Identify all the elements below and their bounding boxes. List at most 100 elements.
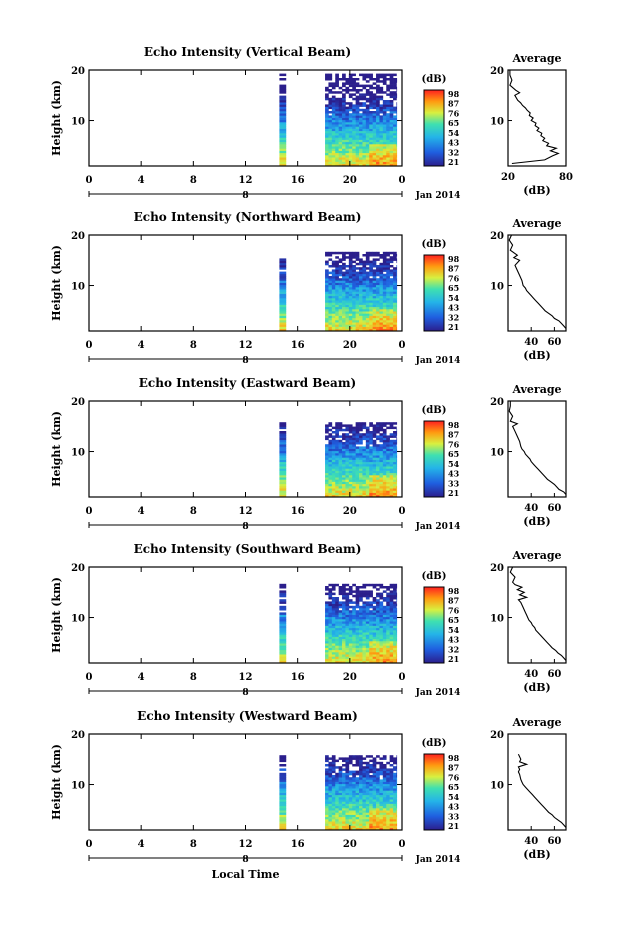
heatmap-cell [279, 614, 287, 618]
heatmap-cell [331, 439, 336, 443]
heatmap-cell [379, 459, 384, 463]
heatmap-cell [279, 827, 287, 831]
heatmap-cell [359, 271, 363, 275]
heatmap-cell [396, 757, 398, 760]
heatmap-cell [396, 271, 398, 275]
heatmap-cell [328, 656, 333, 659]
heatmap-cell [382, 75, 387, 79]
heatmap-cell [386, 439, 390, 443]
heatmap-cell [376, 324, 380, 327]
heatmap-cell [382, 78, 387, 81]
heatmap-cell [362, 289, 367, 292]
heatmap-cell [393, 658, 397, 662]
heatmap-cell [325, 453, 329, 456]
heatmap-cell [359, 660, 363, 664]
heatmap-cell [365, 157, 370, 160]
heatmap-cell [382, 827, 387, 831]
heatmap-cell [382, 468, 387, 471]
heatmap-cell [396, 466, 398, 469]
heatmap-cell [393, 597, 397, 600]
heatmap-cell [362, 779, 367, 782]
heatmap-cell [279, 271, 287, 275]
heatmap-cell [372, 122, 377, 125]
heatmap-cell [393, 461, 397, 465]
heatmap-cell [352, 161, 356, 165]
heatmap-cell [345, 772, 350, 776]
heatmap-cell [362, 326, 367, 330]
heatmap-cell [362, 777, 367, 780]
heatmap-cell [352, 113, 356, 116]
heatmap-cell [359, 779, 363, 782]
heatmap-cell [396, 317, 398, 321]
heatmap-cell [369, 73, 373, 77]
heatmap-cell [359, 630, 363, 633]
heatmap-cell [342, 122, 346, 125]
heatmap-cell [382, 479, 387, 482]
heatmap-cell [342, 326, 346, 330]
heatmap-cell [328, 772, 333, 776]
heatmap-cell [372, 781, 377, 785]
heatmap-cell [352, 433, 356, 436]
heatmap-cell [372, 788, 377, 791]
y-tick-label: 20 [71, 563, 85, 574]
heatmap-cell [342, 328, 346, 332]
heatmap-cell [342, 627, 346, 631]
heatmap-cell [396, 808, 398, 811]
heatmap-cell [382, 470, 387, 474]
heatmap-cell [325, 475, 329, 478]
heatmap-cell [279, 148, 287, 151]
heatmap-cell [369, 446, 373, 449]
heatmap-cell [345, 273, 350, 277]
heatmap-cell [386, 161, 390, 165]
heatmap-cell [345, 251, 350, 255]
heatmap-cell [376, 816, 380, 820]
heatmap-cell [338, 291, 343, 294]
heatmap-cell [338, 163, 343, 167]
heatmap-cell [325, 805, 329, 809]
heatmap-cell [279, 258, 287, 261]
heatmap-cell [355, 306, 360, 310]
heatmap-cell [393, 295, 397, 299]
heatmap-cell [325, 755, 329, 758]
heatmap-cell [342, 608, 346, 611]
y-axis-label: Height (km) [50, 577, 63, 653]
heatmap-cell [393, 481, 397, 485]
heatmap-cell [396, 155, 398, 158]
heatmap-cell [328, 805, 333, 809]
heatmap-cell [342, 459, 346, 463]
heatmap-cell [352, 594, 356, 598]
heatmap-cell [279, 144, 287, 147]
heatmap-cell [328, 251, 333, 255]
heatmap-cell [362, 468, 367, 471]
heatmap-cell [355, 262, 360, 266]
heatmap-cell [396, 146, 398, 149]
heatmap-cell [342, 652, 346, 655]
heatmap-cell [372, 324, 377, 327]
heatmap-cell [279, 457, 287, 460]
heatmap-cell [345, 790, 350, 793]
heatmap-cell [393, 73, 397, 77]
heatmap-cell [365, 823, 370, 826]
heatmap-cell [362, 823, 367, 826]
heatmap-cell [362, 157, 367, 160]
profile-x-tick-label: 20 [501, 172, 515, 183]
heatmap-cell [325, 269, 329, 272]
heatmap-cell [325, 152, 329, 156]
heatmap-cell [345, 453, 350, 456]
heatmap-cell [365, 133, 370, 136]
heatmap-cell [369, 453, 373, 456]
heatmap-cell [386, 656, 390, 659]
heatmap-cell [396, 324, 398, 327]
heatmap-cell [389, 827, 394, 831]
heatmap-cell [369, 803, 373, 807]
heatmap-cell [331, 450, 336, 454]
heatmap-cell [389, 601, 394, 604]
heatmap-cell [382, 481, 387, 485]
heatmap-cell [389, 619, 394, 622]
heatmap-cell [372, 803, 377, 807]
heatmap-cell [376, 792, 380, 796]
heatmap-cell [345, 812, 350, 815]
heatmap-cell [338, 108, 343, 112]
heatmap-cell [396, 278, 398, 281]
heatmap-cell [338, 144, 343, 147]
